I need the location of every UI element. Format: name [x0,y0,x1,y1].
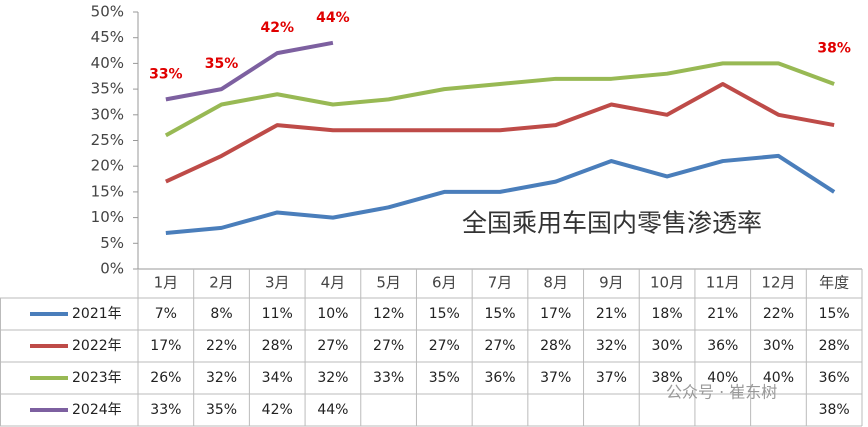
table-cell: 15% [484,306,515,322]
table-cell: 35% [206,402,237,418]
table-cell: 32% [596,338,627,354]
table-cell: 37% [540,370,571,386]
x-tick-label: 9月 [599,274,624,292]
series-line [164,61,835,138]
x-tick-label: 8月 [543,274,568,292]
chart-title: 全国乘用车国内零售渗透率 [462,209,762,238]
x-tick-label: 2月 [209,274,234,292]
table-cell: 15% [819,306,850,322]
table-cell: 10% [317,306,348,322]
x-tick-label: 11月 [706,274,740,292]
table-cell: 28% [540,338,571,354]
table-cell: 26% [150,370,181,386]
table-cell: 8% [210,306,232,322]
table-cell: 28% [819,338,850,354]
table-cell: 33% [373,370,404,386]
y-tick-label: 25% [91,131,124,149]
x-tick-label: 年度 [819,274,849,292]
table-cell: 34% [262,370,293,386]
table-cell: 18% [652,306,683,322]
legend-label: 2024年 [72,402,122,418]
table-cell: 22% [763,306,794,322]
table-cell: 7% [155,306,177,322]
table-cell: 27% [429,338,460,354]
y-tick-label: 0% [100,260,124,278]
y-tick-label: 5% [100,234,124,252]
data-label: 35% [205,56,239,72]
table-cell: 37% [596,370,627,386]
table-cell: 38% [652,370,683,386]
table-cell: 30% [763,338,794,354]
legend-label: 2021年 [72,306,122,322]
y-tick-label: 50% [91,3,124,21]
x-tick-label: 5月 [376,274,401,292]
table-cell: 30% [652,338,683,354]
watermark: 公众号 · 崔东树 [666,383,777,402]
table-cell: 27% [484,338,515,354]
table-cell: 38% [819,402,850,418]
table-cell: 27% [317,338,348,354]
data-label: 33% [149,66,183,82]
table-cell: 21% [707,306,738,322]
table-cell: 15% [429,306,460,322]
table-cell: 44% [317,402,348,418]
table-cell: 17% [540,306,571,322]
series-line [165,81,835,184]
x-tick-label: 7月 [488,274,513,292]
table-cell: 36% [707,338,738,354]
y-tick-label: 40% [91,54,124,72]
y-tick-label: 35% [91,80,124,98]
table-cell: 21% [596,306,627,322]
table-cell: 36% [484,370,515,386]
table-cell: 12% [373,306,404,322]
y-tick-label: 15% [91,182,124,200]
table-cell: 35% [429,370,460,386]
table-cell: 40% [707,370,738,386]
y-tick-label: 20% [91,157,124,175]
table-cell: 17% [150,338,181,354]
x-tick-label: 6月 [432,274,457,292]
legend-label: 2022年 [72,338,122,354]
table-cell: 32% [206,370,237,386]
x-tick-label: 4月 [321,274,346,292]
y-tick-label: 45% [91,28,124,46]
series-line [165,153,836,236]
table-cell: 11% [262,306,293,322]
table-cell: 33% [150,402,181,418]
data-label: 38% [817,41,851,57]
data-label: 44% [316,10,350,26]
y-tick-label: 10% [91,208,124,226]
table-cell: 40% [763,370,794,386]
table-cell: 42% [262,402,293,418]
table-cell: 22% [206,338,237,354]
x-tick-label: 3月 [265,274,290,292]
x-tick-label: 1月 [154,274,179,292]
x-tick-label: 12月 [761,274,795,292]
table-cell: 36% [819,370,850,386]
y-tick-label: 30% [91,105,124,123]
x-tick-label: 10月 [650,274,684,292]
legend-label: 2023年 [72,370,122,386]
table-cell: 32% [317,370,348,386]
table-cell: 27% [373,338,404,354]
data-label: 42% [260,20,294,36]
series-line [165,40,334,102]
table-cell: 28% [262,338,293,354]
